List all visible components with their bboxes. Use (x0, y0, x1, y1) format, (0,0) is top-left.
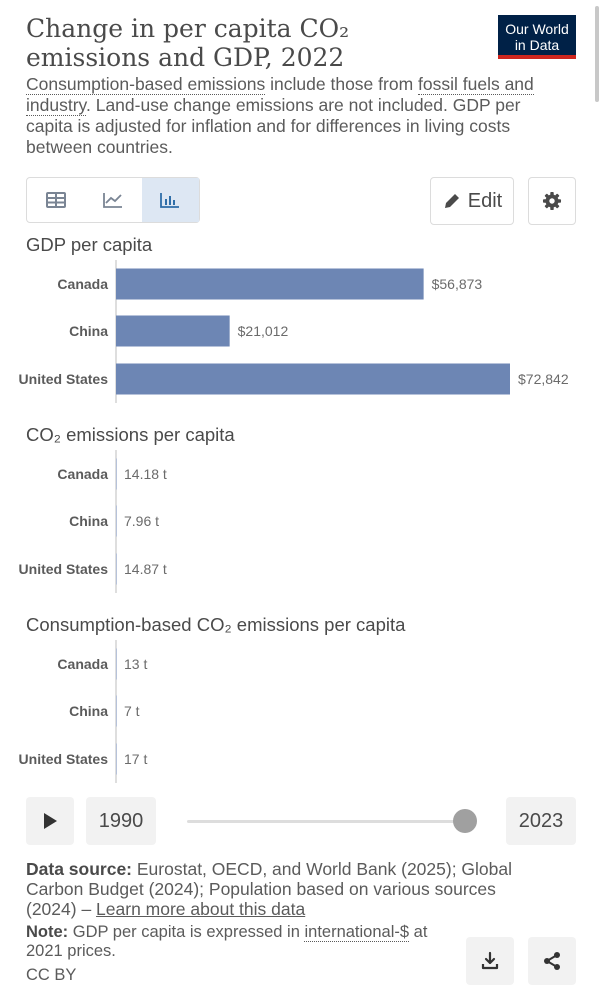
bar-chart-icon (160, 193, 180, 208)
scrollbar[interactable] (595, 6, 599, 102)
category-label: United States (19, 751, 109, 767)
chart-title: Change in per capita CO₂ emissions and G… (26, 14, 350, 72)
timeline-slider-handle[interactable] (453, 809, 477, 833)
category-label: United States (19, 561, 109, 577)
bar-charts: GDP per capita Canada $56,873 China $21,012 U… (19, 234, 569, 783)
logo-line-1: Our World (505, 21, 569, 37)
bar-united-states (116, 743, 117, 775)
value-label: 7 t (124, 703, 140, 719)
tab-table[interactable] (27, 178, 84, 222)
subtitle-text-1: include those from (265, 74, 419, 94)
view-tabs (26, 177, 200, 223)
bar-china (116, 695, 117, 727)
note-text-1: GDP per capita is expressed in (68, 923, 305, 941)
note-text-2: at 2021 prices. (26, 923, 428, 960)
category-label: United States (19, 371, 109, 387)
learn-more-link[interactable]: Learn more about this data (96, 899, 306, 919)
category-label: Canada (57, 466, 108, 482)
bar-china (116, 315, 230, 347)
logo-line-2: in Data (514, 37, 560, 53)
data-source: Data source: Eurostat, OECD, and World B… (26, 859, 546, 919)
consumption-based-emissions-link[interactable]: Consumption-based emissions (26, 74, 266, 95)
share-icon (544, 952, 560, 970)
bar-canada (116, 458, 117, 490)
tab-bar-chart[interactable] (141, 178, 199, 222)
value-label: 17 t (124, 751, 147, 767)
category-label: Canada (57, 276, 108, 292)
play-button[interactable] (26, 797, 74, 845)
timeline-slider-track[interactable] (187, 820, 465, 823)
international-dollar-link[interactable]: international-$ (304, 923, 410, 942)
bar-united-states (116, 553, 117, 585)
source-text: Eurostat, OECD, and World Bank (2025); G… (26, 859, 513, 919)
value-label: 13 t (124, 656, 147, 672)
value-label: $56,873 (432, 276, 483, 292)
category-label: China (69, 703, 108, 719)
edit-button[interactable]: Edit (430, 177, 514, 225)
subtitle-text-2: . Land-use change emissions are not incl… (26, 95, 521, 157)
owid-logo[interactable]: Our World in Data (498, 15, 576, 59)
table-icon (45, 192, 66, 208)
share-button[interactable] (528, 937, 576, 985)
edit-label: Edit (467, 189, 503, 212)
category-label: Canada (57, 656, 108, 672)
line-chart-icon (103, 193, 122, 208)
settings-button[interactable] (528, 177, 576, 225)
bar-canada (116, 648, 117, 680)
chart-title-1: GDP per capita (26, 234, 153, 255)
bar-united-states (116, 363, 510, 395)
chart-note: Note: GDP per capita is expressed in int… (26, 923, 446, 961)
gear-icon (543, 192, 561, 210)
value-label: 14.18 t (124, 466, 167, 482)
note-label: Note: (26, 923, 69, 941)
timeline-end-year[interactable]: 2023 (506, 797, 576, 845)
chart-title-2: CO₂ emissions per capita (26, 424, 235, 445)
play-icon (44, 813, 57, 829)
tab-line-chart[interactable] (84, 178, 141, 222)
bar-canada (116, 268, 424, 300)
fossil-fuels-link[interactable]: fossil fuels and industry (26, 74, 534, 116)
download-icon (481, 951, 499, 970)
chart-title-3: Consumption-based CO₂ emissions per capi… (26, 614, 406, 635)
source-label: Data source: (26, 859, 133, 879)
category-label: China (69, 513, 108, 529)
value-label: 14.87 t (124, 561, 167, 577)
license[interactable]: CC BY (26, 966, 77, 984)
timeline-start-year[interactable]: 1990 (86, 797, 156, 845)
chart-subtitle: Consumption-based emissions include thos… (26, 74, 566, 158)
value-label: 7.96 t (124, 513, 159, 529)
value-label: $21,012 (238, 323, 289, 339)
bar-china (116, 505, 117, 537)
category-label: China (69, 323, 108, 339)
value-label: $72,842 (518, 371, 569, 387)
download-button[interactable] (466, 937, 514, 985)
pencil-icon (444, 194, 459, 208)
